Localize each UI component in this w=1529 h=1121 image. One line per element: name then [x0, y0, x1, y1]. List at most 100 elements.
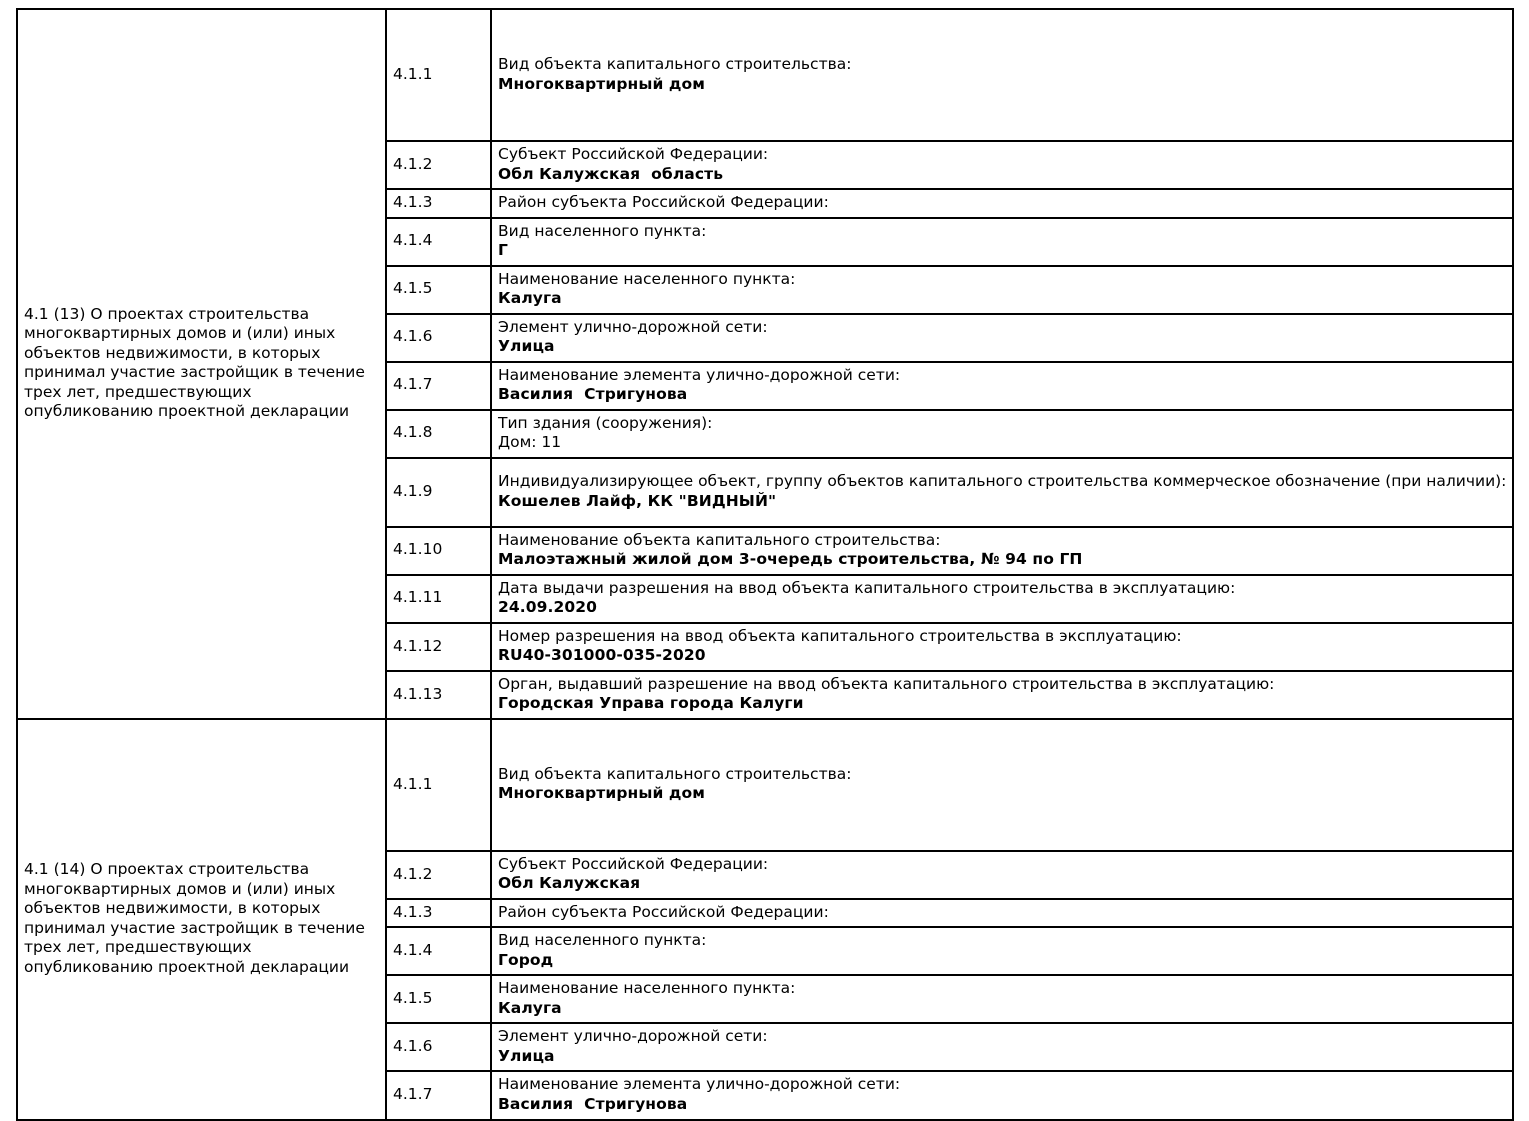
item-number-cell: 4.1.11	[385, 573, 492, 624]
item-label: Индивидуализирующее объект, группу объек…	[498, 472, 1507, 491]
table-row: 4.1.12 Номер разрешения на ввод объекта …	[17, 621, 1514, 672]
table-row: 4.1.10 Наименование объекта капитального…	[17, 525, 1514, 576]
table-row: 4.1.4 Вид населенного пункта: Город	[17, 926, 1514, 977]
item-number-cell: 4.1.10	[385, 525, 492, 576]
item-label: Район субъекта Российской Федерации:	[498, 193, 829, 212]
item-number: 4.1.4	[393, 941, 433, 960]
project-declaration-table: 4.1 (13) О проектах строительства многок…	[16, 8, 1514, 1121]
item-value: Г	[498, 241, 508, 260]
item-content-cell: Элемент улично-дорожной сети: Улица	[490, 1022, 1514, 1073]
item-number: 4.1.1	[393, 64, 433, 83]
item-number: 4.1.1	[393, 774, 433, 793]
item-label: Тип здания (сооружения): Дом: 11	[498, 413, 713, 452]
item-value: Кошелев Лайф, КК "ВИДНЫЙ"	[498, 491, 777, 510]
item-content-cell: Номер разрешения на ввод объекта капитал…	[490, 621, 1514, 672]
item-number: 4.1.4	[393, 231, 433, 250]
item-number: 4.1.13	[393, 684, 443, 703]
item-content-cell: Район субъекта Российской Федерации:	[490, 188, 1514, 219]
table-row: 4.1.5 Наименование населенного пункта: К…	[17, 264, 1514, 315]
table-row: 4.1.13 Орган, выдавший разрешение на вво…	[17, 669, 1514, 720]
document-page: 4.1 (13) О проектах строительства многок…	[16, 8, 1514, 1121]
item-label: Элемент улично-дорожной сети:	[498, 317, 768, 336]
item-content-cell: Тип здания (сооружения): Дом: 11	[490, 408, 1514, 459]
item-label: Район субъекта Российской Федерации:	[498, 902, 829, 921]
item-value: RU40-301000-035-2020	[498, 646, 706, 665]
item-number-cell: 4.1.6	[385, 1022, 492, 1073]
item-number-cell: 4.1.7	[385, 1070, 492, 1121]
table-row: 4.1.9 Индивидуализирующее объект, группу…	[17, 456, 1514, 528]
item-label: Орган, выдавший разрешение на ввод объек…	[498, 674, 1275, 693]
item-label: Наименование элемента улично-дорожной се…	[498, 365, 901, 384]
item-value: Обл Калужская	[498, 874, 641, 893]
item-content-cell: Вид населенного пункта: Г	[490, 216, 1514, 267]
item-content-cell: Дата выдачи разрешения на ввод объекта к…	[490, 573, 1514, 624]
item-value: Улица	[498, 1046, 555, 1065]
item-number: 4.1.8	[393, 423, 433, 442]
item-content-cell: Вид объекта капитального строительства: …	[490, 8, 1514, 142]
item-label: Номер разрешения на ввод объекта капитал…	[498, 626, 1182, 645]
item-number-cell: 4.1.6	[385, 312, 492, 363]
table-row: 4.1.7 Наименование элемента улично-дорож…	[17, 360, 1514, 411]
item-label: Наименование населенного пункта:	[498, 269, 796, 288]
item-number-cell: 4.1.12	[385, 621, 492, 672]
item-number-cell: 4.1.3	[385, 188, 492, 219]
item-content-cell: Наименование объекта капитального строит…	[490, 525, 1514, 576]
item-value: Обл Калужская область	[498, 164, 724, 183]
item-number-cell: 4.1.5	[385, 264, 492, 315]
item-value: Василия Стригунова	[498, 1094, 688, 1113]
item-number: 4.1.10	[393, 540, 443, 559]
item-number: 4.1.9	[393, 481, 433, 500]
table-row: 4.1.8 Тип здания (сооружения): Дом: 11	[17, 408, 1514, 459]
item-content-cell: Вид объекта капитального строительства: …	[490, 717, 1514, 852]
section-description-text: 4.1 (13) О проектах строительства многок…	[24, 304, 370, 421]
item-value: Малоэтажный жилой дом 3-очередь строител…	[498, 550, 1083, 569]
table-row: 4.1.2 Субъект Российской Федерации: Обл …	[17, 849, 1514, 900]
item-number-cell: 4.1.5	[385, 974, 492, 1025]
item-number: 4.1.12	[393, 636, 443, 655]
table-row: 4.1.6 Элемент улично-дорожной сети: Улиц…	[17, 312, 1514, 363]
table-row: 4.1.6 Элемент улично-дорожной сети: Улиц…	[17, 1022, 1514, 1073]
item-label: Наименование объекта капитального строит…	[498, 530, 941, 549]
table-row: 4.1 (14) О проектах строительства многок…	[16, 717, 1514, 1121]
item-number: 4.1.3	[393, 902, 433, 921]
item-label: Наименование населенного пункта:	[498, 979, 796, 998]
item-content-cell: Индивидуализирующее объект, группу объек…	[490, 456, 1514, 528]
item-label: Вид объекта капитального строительства:	[498, 54, 852, 73]
item-number: 4.1.5	[393, 279, 433, 298]
item-label: Дата выдачи разрешения на ввод объекта к…	[498, 578, 1236, 597]
item-number-cell: 4.1.13	[385, 669, 492, 720]
item-number: 4.1.2	[393, 864, 433, 883]
item-value: Калуга	[498, 289, 562, 308]
item-label: Вид населенного пункта:	[498, 221, 707, 240]
item-label: Наименование элемента улично-дорожной се…	[498, 1075, 901, 1094]
item-value: Многоквартирный дом	[498, 784, 706, 803]
item-number: 4.1.3	[393, 193, 433, 212]
item-label: Субъект Российской Федерации:	[498, 145, 769, 163]
item-label: Вид населенного пункта:	[498, 931, 707, 950]
item-number-cell: 4.1.9	[385, 456, 492, 528]
table-row: 4.1.4 Вид населенного пункта: Г	[17, 216, 1514, 267]
table-body: 4.1 (13) О проектах строительства многок…	[16, 8, 1514, 1121]
item-content-cell: Субъект Российской Федерации: Обл Калужс…	[490, 849, 1514, 900]
item-number-cell: 4.1.4	[385, 216, 492, 267]
item-content-cell: Вид населенного пункта: Город	[490, 926, 1514, 977]
item-value: Город	[498, 950, 554, 969]
item-content-cell: Наименование элемента улично-дорожной се…	[490, 360, 1514, 411]
item-number-cell: 4.1.3	[385, 897, 492, 929]
item-content-cell: Район субъекта Российской Федерации:	[490, 897, 1514, 929]
item-label: Элемент улично-дорожной сети:	[498, 1027, 768, 1046]
item-number: 4.1.2	[393, 154, 433, 173]
item-value: Улица	[498, 337, 555, 356]
item-number-cell: 4.1.8	[385, 408, 492, 459]
table-row: 4.1.2 Субъект Российской Федерации: Обл …	[17, 139, 1514, 191]
item-number: 4.1.6	[393, 327, 433, 346]
item-value: Многоквартирный дом	[498, 74, 706, 93]
item-number-cell: 4.1.7	[385, 360, 492, 411]
item-number: 4.1.11	[393, 588, 443, 607]
item-value: Городская Управа города Калуги	[498, 694, 804, 713]
table-row: 4.1.3 Район субъекта Российской Федераци…	[17, 897, 1514, 929]
table-row: 4.1.3 Район субъекта Российской Федераци…	[17, 188, 1514, 219]
item-label: Вид объекта капитального строительства:	[498, 764, 852, 783]
item-content-cell: Элемент улично-дорожной сети: Улица	[490, 312, 1514, 363]
section-description-cell: 4.1 (13) О проектах строительства многок…	[16, 8, 387, 720]
